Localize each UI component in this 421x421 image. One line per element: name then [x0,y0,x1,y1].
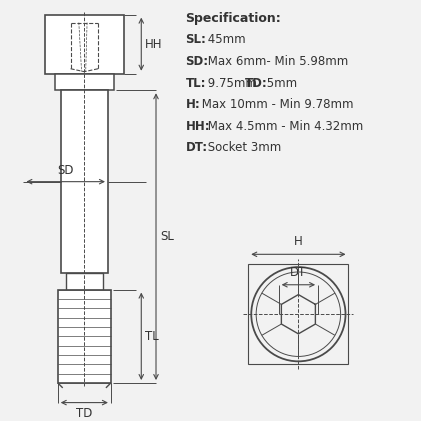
Text: Max 4.5mm - Min 4.32mm: Max 4.5mm - Min 4.32mm [204,120,363,133]
Text: SL: SL [160,230,174,243]
Text: TD: TD [76,407,93,419]
Bar [45,15,124,74]
Text: SD:: SD: [186,55,208,68]
Text: TL: TL [145,330,159,343]
Text: H:: H: [186,98,200,111]
Text: Max 10mm - Min 9.78mm: Max 10mm - Min 9.78mm [197,98,353,111]
Text: TL:: TL: [186,77,206,90]
Bar [58,290,111,383]
Text: Specification:: Specification: [186,12,281,25]
Bar [248,264,349,364]
Text: Socket 3mm: Socket 3mm [204,141,281,155]
Text: Max 6mm- Min 5.98mm: Max 6mm- Min 5.98mm [204,55,348,68]
Text: SL:: SL: [186,33,206,46]
Text: TD:: TD: [245,77,267,90]
Text: HH: HH [145,38,163,51]
Bar [55,74,114,91]
Text: 9.75mm: 9.75mm [204,77,260,90]
Text: DT: DT [290,266,306,279]
Text: DT:: DT: [186,141,208,155]
Bar [61,91,108,273]
Text: 45mm: 45mm [204,33,245,46]
Text: HH:: HH: [186,120,210,133]
Bar [66,273,103,290]
Text: H: H [294,235,303,248]
Text: SD: SD [57,164,74,177]
Text: 5mm: 5mm [263,77,297,90]
